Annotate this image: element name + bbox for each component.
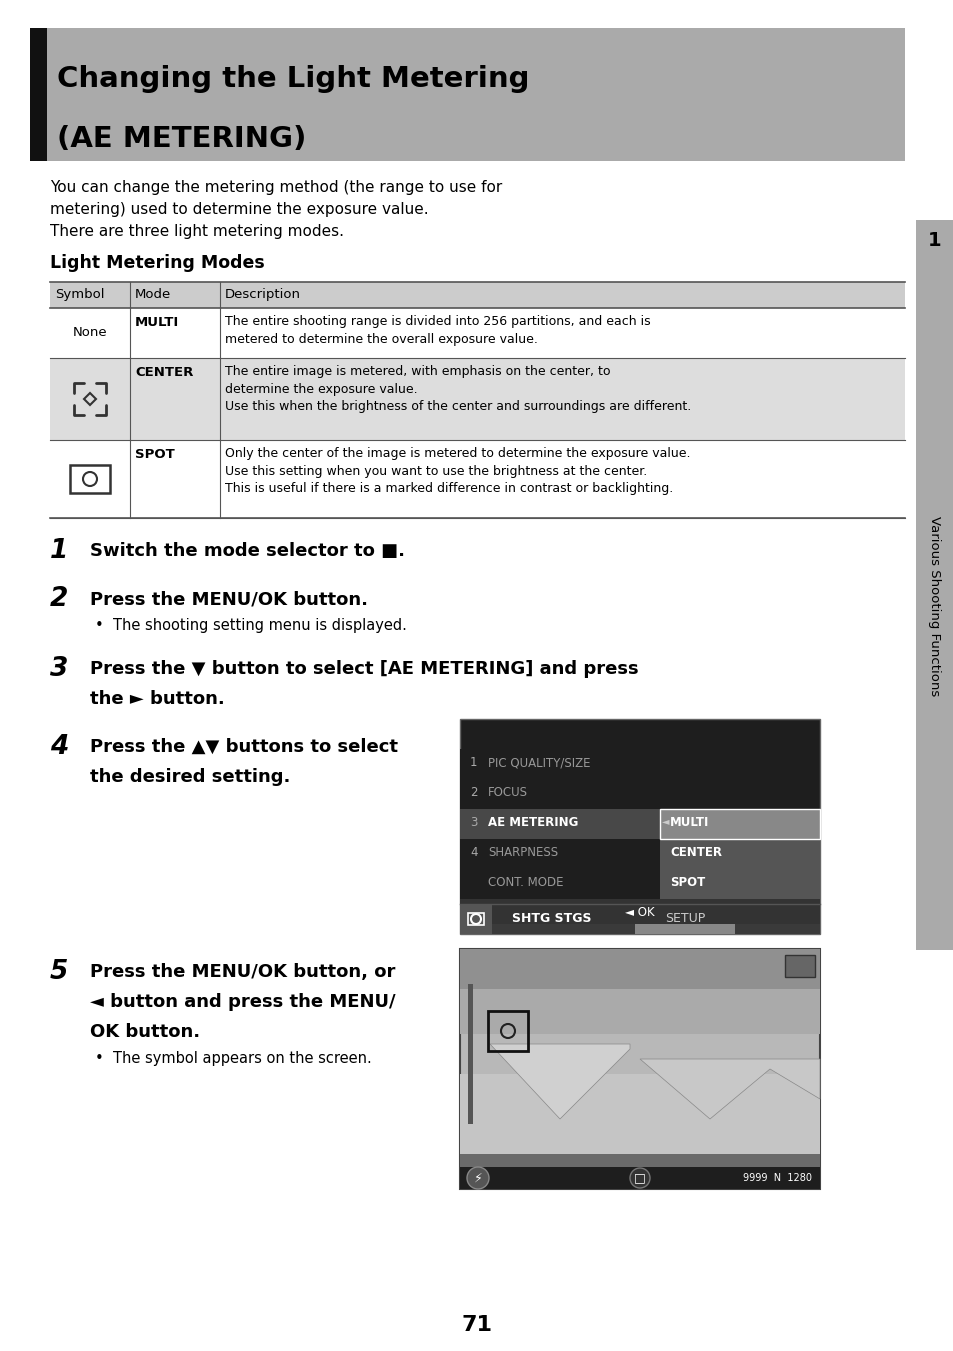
Text: Various Shooting Functions: Various Shooting Functions bbox=[927, 516, 941, 696]
Text: Changing the Light Metering: Changing the Light Metering bbox=[57, 65, 529, 93]
Bar bbox=[459, 719, 820, 934]
Text: Press the ▼ button to select [AE METERING] and press: Press the ▼ button to select [AE METERIN… bbox=[90, 661, 638, 678]
Text: 5: 5 bbox=[50, 959, 69, 985]
Bar bbox=[659, 809, 820, 839]
Text: ◄ OK: ◄ OK bbox=[624, 907, 654, 919]
Text: SHARPNESS: SHARPNESS bbox=[488, 846, 558, 859]
Text: You can change the metering method (the range to use for: You can change the metering method (the … bbox=[50, 180, 501, 195]
Text: None: None bbox=[72, 327, 107, 339]
Text: (AE METERING): (AE METERING) bbox=[57, 126, 306, 153]
Text: the desired setting.: the desired setting. bbox=[90, 767, 290, 786]
Bar bbox=[459, 948, 820, 1034]
Text: MULTI: MULTI bbox=[135, 316, 179, 330]
Bar bbox=[459, 1154, 820, 1189]
Bar bbox=[468, 913, 483, 925]
Bar bbox=[459, 948, 820, 989]
Text: The entire image is metered, with emphasis on the center, to
determine the expos: The entire image is metered, with emphas… bbox=[225, 365, 691, 413]
Bar bbox=[915, 220, 953, 262]
Text: The entire shooting range is divided into 256 partitions, and each is
metered to: The entire shooting range is divided int… bbox=[225, 315, 650, 346]
Text: Light Metering Modes: Light Metering Modes bbox=[50, 254, 265, 272]
Bar bbox=[459, 904, 492, 934]
Text: 3: 3 bbox=[470, 816, 476, 830]
Text: PIC QUALITY/SIZE: PIC QUALITY/SIZE bbox=[488, 757, 590, 769]
Text: Press the MENU/OK button, or: Press the MENU/OK button, or bbox=[90, 963, 395, 981]
Text: 4: 4 bbox=[470, 846, 477, 859]
Text: □: □ bbox=[634, 1171, 645, 1185]
Bar bbox=[459, 904, 820, 934]
Bar bbox=[459, 1167, 820, 1189]
Text: Symbol: Symbol bbox=[55, 288, 105, 301]
Text: 4: 4 bbox=[50, 734, 69, 761]
Text: 1: 1 bbox=[50, 538, 69, 563]
Bar bbox=[459, 809, 659, 839]
Bar bbox=[659, 839, 820, 869]
Bar bbox=[50, 440, 904, 517]
Text: SETUP: SETUP bbox=[664, 912, 704, 925]
Bar bbox=[659, 809, 820, 839]
Text: Description: Description bbox=[225, 288, 301, 301]
Text: ⚡: ⚡ bbox=[473, 1171, 482, 1185]
Text: 2: 2 bbox=[50, 586, 69, 612]
Bar bbox=[488, 1011, 527, 1051]
Text: ◄: ◄ bbox=[661, 816, 669, 825]
Text: metering) used to determine the exposure value.: metering) used to determine the exposure… bbox=[50, 203, 428, 218]
Text: •  The shooting setting menu is displayed.: • The shooting setting menu is displayed… bbox=[95, 617, 406, 634]
Text: CENTER: CENTER bbox=[135, 366, 193, 380]
Text: FOCUS: FOCUS bbox=[488, 786, 527, 798]
Text: Switch the mode selector to ■.: Switch the mode selector to ■. bbox=[90, 542, 405, 561]
Circle shape bbox=[467, 1167, 489, 1189]
Text: SPOT: SPOT bbox=[135, 449, 174, 461]
Text: There are three light metering modes.: There are three light metering modes. bbox=[50, 224, 344, 239]
Text: 9999  N  1280: 9999 N 1280 bbox=[742, 1173, 811, 1183]
Circle shape bbox=[629, 1169, 649, 1188]
Bar bbox=[459, 748, 659, 780]
Text: Mode: Mode bbox=[135, 288, 172, 301]
Text: •  The symbol appears on the screen.: • The symbol appears on the screen. bbox=[95, 1051, 372, 1066]
Bar bbox=[459, 780, 659, 809]
Bar bbox=[659, 869, 820, 898]
Bar bbox=[50, 282, 904, 308]
Bar bbox=[50, 358, 904, 440]
Bar bbox=[30, 28, 47, 161]
Bar bbox=[459, 839, 659, 869]
Bar bbox=[459, 948, 820, 1189]
Bar bbox=[635, 904, 734, 934]
Text: SHTG STGS: SHTG STGS bbox=[512, 912, 591, 925]
Text: AE METERING: AE METERING bbox=[488, 816, 578, 830]
Text: Press the ▲▼ buttons to select: Press the ▲▼ buttons to select bbox=[90, 738, 397, 757]
Text: 1: 1 bbox=[470, 757, 477, 769]
Polygon shape bbox=[490, 1044, 629, 1119]
Text: OK button.: OK button. bbox=[90, 1023, 200, 1042]
Text: Only the center of the image is metered to determine the exposure value.
Use thi: Only the center of the image is metered … bbox=[225, 447, 690, 494]
Text: the ► button.: the ► button. bbox=[90, 690, 225, 708]
Text: MULTI: MULTI bbox=[669, 816, 709, 830]
Bar bbox=[459, 869, 659, 898]
Text: 71: 71 bbox=[461, 1315, 492, 1335]
Polygon shape bbox=[639, 1059, 820, 1119]
Text: SPOT: SPOT bbox=[669, 875, 704, 889]
Text: Press the MENU/OK button.: Press the MENU/OK button. bbox=[90, 590, 368, 608]
Bar bbox=[30, 28, 904, 161]
Text: ◄ button and press the MENU/: ◄ button and press the MENU/ bbox=[90, 993, 395, 1011]
Bar bbox=[468, 984, 473, 1124]
Bar bbox=[459, 1074, 820, 1154]
Bar bbox=[459, 898, 820, 924]
Text: 2: 2 bbox=[470, 786, 477, 798]
Text: CENTER: CENTER bbox=[669, 846, 721, 859]
Text: CONT. MODE: CONT. MODE bbox=[488, 875, 563, 889]
Bar bbox=[784, 955, 814, 977]
Bar bbox=[50, 308, 904, 358]
Bar bbox=[70, 465, 110, 493]
Bar bbox=[915, 262, 953, 950]
Text: 1: 1 bbox=[927, 231, 941, 250]
Bar bbox=[459, 948, 820, 989]
Text: 3: 3 bbox=[50, 657, 69, 682]
